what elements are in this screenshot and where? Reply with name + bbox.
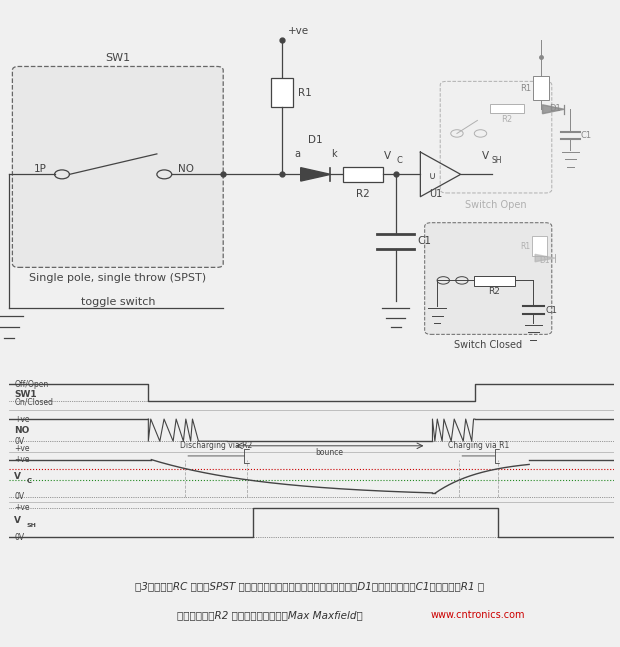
- FancyBboxPatch shape: [490, 104, 524, 113]
- Text: k: k: [330, 149, 337, 160]
- Text: D1: D1: [539, 256, 550, 265]
- Text: a: a: [294, 149, 301, 160]
- Text: toggle switch: toggle switch: [81, 297, 155, 307]
- Text: R1: R1: [520, 84, 531, 93]
- Text: 0V: 0V: [14, 492, 24, 501]
- Text: V: V: [384, 151, 391, 161]
- Text: www.cntronics.com: www.cntronics.com: [431, 610, 525, 620]
- Text: SH: SH: [492, 156, 502, 165]
- Text: +ve: +ve: [288, 26, 309, 36]
- Text: Charging via R1: Charging via R1: [448, 441, 509, 450]
- Text: Single pole, single throw (SPST): Single pole, single throw (SPST): [29, 273, 206, 283]
- Text: +ve: +ve: [14, 444, 30, 453]
- Text: V: V: [482, 151, 489, 161]
- Polygon shape: [535, 254, 555, 262]
- Text: R2: R2: [356, 190, 370, 199]
- Text: SW1: SW1: [105, 53, 130, 63]
- Text: NO: NO: [178, 164, 194, 174]
- Text: V: V: [14, 472, 21, 481]
- FancyBboxPatch shape: [425, 223, 552, 334]
- Text: +ve: +ve: [14, 503, 30, 512]
- Text: bounce: bounce: [316, 448, 343, 457]
- Text: R2: R2: [502, 115, 513, 124]
- FancyBboxPatch shape: [532, 236, 547, 256]
- FancyBboxPatch shape: [12, 67, 223, 267]
- Text: +ve: +ve: [14, 415, 30, 424]
- Text: C: C: [397, 156, 402, 165]
- Text: U1: U1: [429, 190, 443, 199]
- Text: Off/Open: Off/Open: [14, 380, 48, 389]
- Text: Switch Open: Switch Open: [465, 201, 527, 210]
- Text: R2: R2: [488, 287, 500, 296]
- FancyBboxPatch shape: [343, 167, 383, 182]
- Text: Discharging via R2: Discharging via R2: [180, 441, 252, 450]
- Text: 1P: 1P: [34, 164, 46, 174]
- Text: C: C: [26, 478, 32, 484]
- Text: NO: NO: [14, 426, 30, 435]
- FancyBboxPatch shape: [440, 82, 552, 193]
- Polygon shape: [301, 168, 330, 181]
- Text: 图3：当使用RC 网络对SPST 开关（顶部）进行去抖动时，加入二极管（D1）会迫使电容（C1）通过电阵R1 充: 图3：当使用RC 网络对SPST 开关（顶部）进行去抖动时，加入二极管（D1）会…: [135, 582, 485, 591]
- Text: 0V: 0V: [14, 532, 24, 542]
- Text: On/Closed: On/Closed: [14, 398, 53, 407]
- Polygon shape: [542, 105, 564, 114]
- Text: R1: R1: [298, 87, 311, 98]
- FancyBboxPatch shape: [533, 76, 549, 100]
- Text: D1: D1: [549, 104, 560, 113]
- Text: C1: C1: [581, 131, 592, 140]
- Text: R1: R1: [521, 242, 531, 250]
- Text: 0V: 0V: [14, 437, 24, 446]
- Text: ∪: ∪: [429, 171, 436, 181]
- Text: C1: C1: [417, 236, 432, 247]
- Text: C1: C1: [546, 305, 557, 314]
- Text: D1: D1: [308, 135, 323, 145]
- FancyBboxPatch shape: [474, 276, 515, 286]
- Text: V: V: [14, 516, 21, 525]
- Text: Switch Closed: Switch Closed: [454, 340, 522, 350]
- FancyBboxPatch shape: [271, 78, 293, 107]
- Text: +ve: +ve: [14, 455, 30, 464]
- Text: SH: SH: [26, 523, 36, 527]
- Text: SW1: SW1: [14, 389, 37, 399]
- Text: 电，通过电阵R2 放电。（图片来源：Max Maxfield）: 电，通过电阵R2 放电。（图片来源：Max Maxfield）: [177, 610, 363, 620]
